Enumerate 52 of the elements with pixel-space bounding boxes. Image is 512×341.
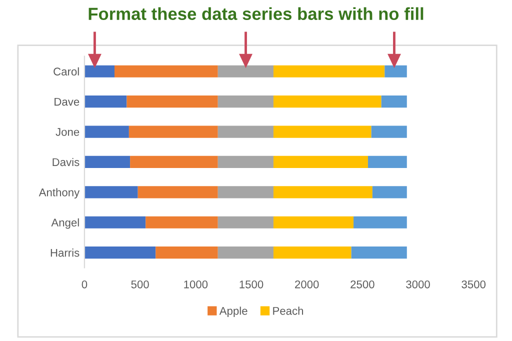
x-tick-label: 2000	[295, 280, 319, 288]
y-tick-label: Angel	[51, 218, 79, 229]
bar	[273, 96, 382, 108]
bar	[130, 156, 218, 168]
bar	[273, 186, 372, 198]
bar	[273, 156, 368, 168]
bar	[218, 96, 274, 108]
bar	[84, 65, 114, 78]
bar	[372, 186, 407, 198]
bar	[218, 65, 274, 78]
bar	[218, 216, 274, 228]
x-tick-label: 500	[131, 280, 149, 288]
bar	[218, 126, 274, 138]
x-tick-label: 0	[82, 280, 88, 288]
x-tick-label: 3500	[462, 280, 486, 288]
y-tick-label: Jone	[56, 128, 80, 136]
x-tick-label: 2500	[350, 280, 374, 288]
y-tick-label: Anthony	[38, 188, 80, 199]
bar	[273, 246, 352, 259]
legend-label: Peach	[273, 306, 304, 315]
bar	[218, 246, 274, 259]
bar	[381, 96, 407, 108]
bar	[84, 96, 127, 108]
x-tick-label: 1000	[184, 280, 208, 288]
y-tick-label: Dave	[54, 98, 80, 106]
chart-title: Format these data series bars with no fill	[88, 7, 424, 20]
bar	[126, 96, 218, 108]
bar	[128, 126, 218, 138]
bar	[114, 65, 218, 78]
bar	[368, 156, 407, 168]
x-tick-label: 3000	[406, 280, 430, 288]
bar	[146, 216, 218, 228]
bar	[138, 186, 218, 198]
bar	[273, 65, 385, 78]
bar	[84, 246, 156, 259]
bar	[354, 216, 407, 228]
bar	[84, 126, 129, 138]
bar	[156, 246, 218, 259]
bar	[84, 156, 130, 168]
y-tick-label: Carol	[54, 67, 79, 76]
bar	[273, 126, 372, 138]
y-tick-label: Harris	[50, 248, 80, 257]
bar	[84, 216, 146, 228]
x-tick-label: 1500	[240, 280, 264, 288]
bar	[84, 186, 138, 198]
bar	[218, 156, 274, 168]
legend-label: Apple	[219, 306, 248, 318]
bar	[351, 246, 407, 259]
bar	[273, 216, 354, 228]
y-tick-label: Davis	[52, 158, 80, 166]
bar	[371, 126, 407, 138]
bar	[218, 186, 274, 198]
